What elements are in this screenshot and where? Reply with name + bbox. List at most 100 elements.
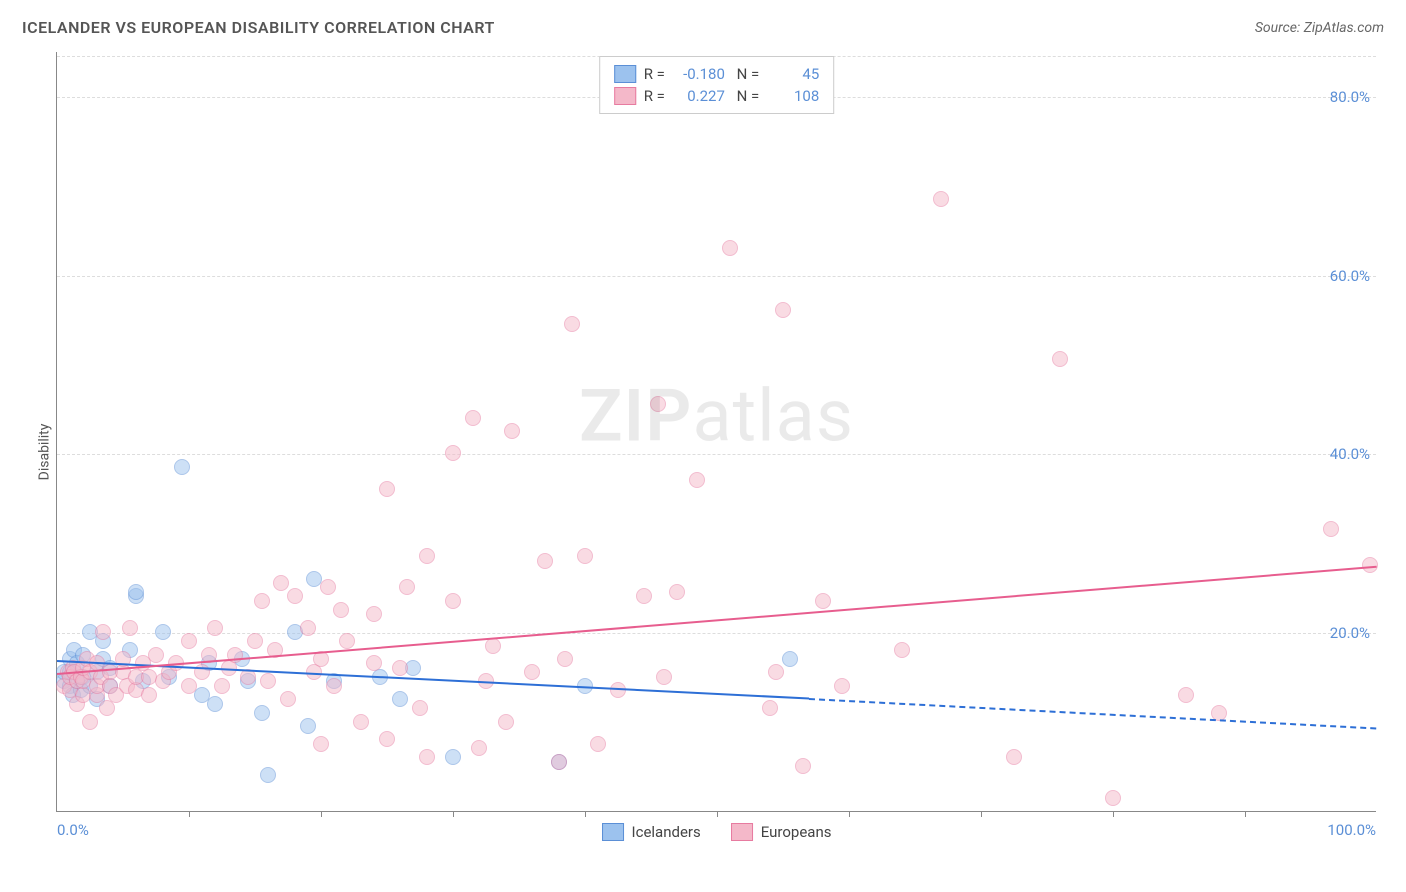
x-tick bbox=[321, 811, 322, 817]
data-point bbox=[254, 705, 270, 721]
data-point bbox=[419, 548, 435, 564]
data-point bbox=[669, 584, 685, 600]
x-tick bbox=[1245, 811, 1246, 817]
data-point bbox=[399, 579, 415, 595]
data-point bbox=[504, 423, 520, 439]
x-axis-min-label: 0.0% bbox=[57, 821, 89, 839]
data-point bbox=[128, 584, 144, 600]
gridline bbox=[57, 454, 1376, 455]
data-point bbox=[768, 664, 784, 680]
data-point bbox=[207, 696, 223, 712]
legend-row-europeans: R =0.227 N =108 bbox=[614, 85, 820, 107]
x-axis-max-label: 100.0% bbox=[1327, 821, 1376, 839]
data-point bbox=[1323, 521, 1339, 537]
plot-area: ZIPatlas R =-0.180 N =45 R =0.227 N =108… bbox=[56, 52, 1376, 812]
data-point bbox=[339, 633, 355, 649]
data-point bbox=[656, 669, 672, 685]
x-tick bbox=[849, 811, 850, 817]
data-point bbox=[379, 731, 395, 747]
x-tick bbox=[1113, 811, 1114, 817]
data-point bbox=[524, 664, 540, 680]
correlation-legend: R =-0.180 N =45 R =0.227 N =108 bbox=[599, 56, 835, 114]
legend-item-icelanders: Icelanders bbox=[602, 823, 701, 841]
y-axis-label: Disability bbox=[36, 424, 52, 481]
data-point bbox=[722, 240, 738, 256]
data-point bbox=[82, 714, 98, 730]
data-point bbox=[445, 749, 461, 765]
series-legend: Icelanders Europeans bbox=[602, 823, 832, 841]
data-point bbox=[465, 410, 481, 426]
data-point bbox=[174, 459, 190, 475]
legend-row-icelanders: R =-0.180 N =45 bbox=[614, 63, 820, 85]
data-point bbox=[551, 754, 567, 770]
data-point bbox=[141, 687, 157, 703]
y-tick-label: 60.0% bbox=[1330, 267, 1370, 285]
source-attribution: Source: ZipAtlas.com bbox=[1255, 20, 1384, 36]
data-point bbox=[320, 579, 336, 595]
data-point bbox=[181, 678, 197, 694]
watermark: ZIPatlas bbox=[579, 374, 854, 459]
data-point bbox=[300, 718, 316, 734]
data-point bbox=[762, 700, 778, 716]
data-point bbox=[260, 673, 276, 689]
data-point bbox=[933, 191, 949, 207]
data-point bbox=[300, 620, 316, 636]
data-point bbox=[155, 624, 171, 640]
x-tick bbox=[717, 811, 718, 817]
data-point bbox=[1052, 351, 1068, 367]
data-point bbox=[1178, 687, 1194, 703]
data-point bbox=[537, 553, 553, 569]
data-point bbox=[419, 749, 435, 765]
legend-item-europeans: Europeans bbox=[731, 823, 832, 841]
data-point bbox=[392, 691, 408, 707]
data-point bbox=[379, 481, 395, 497]
data-point bbox=[366, 655, 382, 671]
data-point bbox=[280, 691, 296, 707]
data-point bbox=[445, 445, 461, 461]
data-point bbox=[564, 316, 580, 332]
data-point bbox=[333, 602, 349, 618]
data-point bbox=[498, 714, 514, 730]
y-tick-label: 80.0% bbox=[1330, 88, 1370, 106]
y-tick-label: 20.0% bbox=[1330, 624, 1370, 642]
data-point bbox=[95, 624, 111, 640]
x-tick bbox=[981, 811, 982, 817]
data-point bbox=[577, 548, 593, 564]
y-tick-label: 40.0% bbox=[1330, 445, 1370, 463]
data-point bbox=[894, 642, 910, 658]
data-point bbox=[313, 736, 329, 752]
data-point bbox=[207, 620, 223, 636]
data-point bbox=[353, 714, 369, 730]
data-point bbox=[445, 593, 461, 609]
data-point bbox=[834, 678, 850, 694]
data-point bbox=[412, 700, 428, 716]
data-point bbox=[815, 593, 831, 609]
swatch-icelanders-bottom bbox=[602, 823, 624, 841]
swatch-europeans bbox=[614, 87, 636, 105]
data-point bbox=[471, 740, 487, 756]
gridline bbox=[57, 276, 1376, 277]
data-point bbox=[650, 396, 666, 412]
x-tick bbox=[189, 811, 190, 817]
data-point bbox=[366, 606, 382, 622]
swatch-europeans-bottom bbox=[731, 823, 753, 841]
data-point bbox=[782, 651, 798, 667]
data-point bbox=[254, 593, 270, 609]
data-point bbox=[392, 660, 408, 676]
data-point bbox=[273, 575, 289, 591]
data-point bbox=[148, 647, 164, 663]
chart-title: ICELANDER VS EUROPEAN DISABILITY CORRELA… bbox=[22, 18, 495, 37]
trend-line bbox=[809, 698, 1377, 730]
data-point bbox=[795, 758, 811, 774]
data-point bbox=[214, 678, 230, 694]
data-point bbox=[287, 588, 303, 604]
data-point bbox=[122, 620, 138, 636]
data-point bbox=[260, 767, 276, 783]
data-point bbox=[99, 700, 115, 716]
data-point bbox=[326, 678, 342, 694]
data-point bbox=[247, 633, 263, 649]
data-point bbox=[181, 633, 197, 649]
data-point bbox=[557, 651, 573, 667]
chart-container: Disability ZIPatlas R =-0.180 N =45 R =0… bbox=[22, 52, 1384, 852]
data-point bbox=[1006, 749, 1022, 765]
